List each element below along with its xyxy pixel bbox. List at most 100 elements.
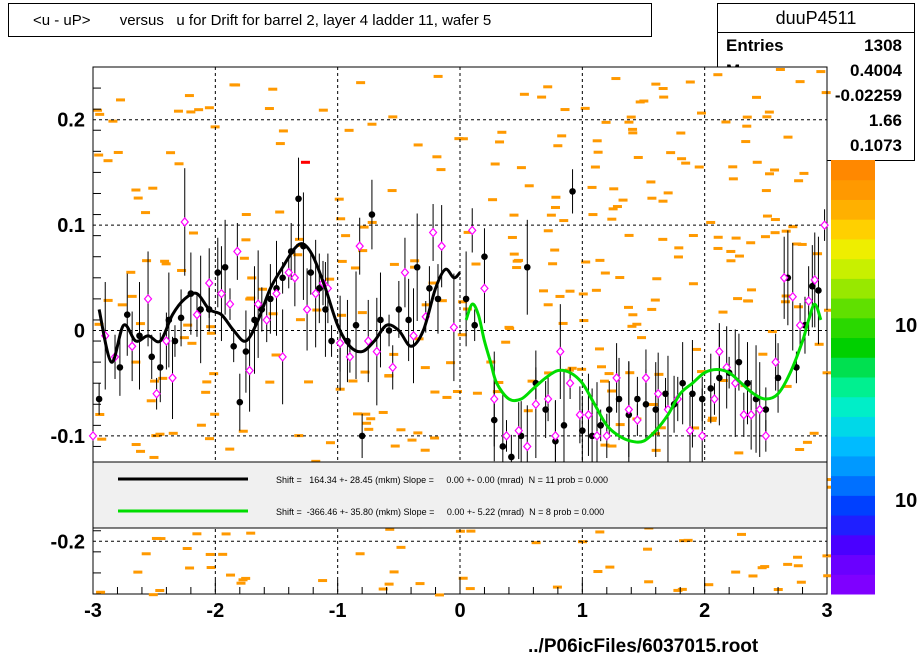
hist-cell bbox=[466, 529, 476, 533]
palette-cell bbox=[831, 455, 875, 477]
hist-cell bbox=[204, 437, 214, 441]
hist-cell bbox=[797, 242, 807, 246]
data-point-filled bbox=[716, 374, 723, 382]
hist-cell bbox=[141, 211, 151, 215]
data-point-filled bbox=[744, 379, 751, 387]
hist-cell bbox=[543, 85, 553, 89]
hist-cell bbox=[650, 298, 660, 302]
hist-cell bbox=[761, 189, 771, 193]
data-point-open bbox=[795, 320, 805, 331]
hist-cell bbox=[795, 448, 805, 452]
hist-cell bbox=[600, 443, 610, 447]
hist-cell bbox=[454, 137, 464, 141]
hist-cell bbox=[495, 140, 505, 144]
hist-cell bbox=[652, 277, 662, 281]
hist-cell bbox=[131, 360, 141, 364]
hist-cell bbox=[676, 131, 686, 135]
palette-cell bbox=[831, 574, 875, 595]
hist-cell bbox=[794, 179, 804, 183]
hist-cell bbox=[247, 276, 257, 280]
hist-cell bbox=[550, 248, 560, 252]
hist-cell bbox=[131, 443, 141, 447]
hist-cell bbox=[275, 142, 285, 146]
hist-cell bbox=[783, 562, 793, 566]
hist-cell bbox=[782, 384, 792, 388]
hist-cell bbox=[396, 428, 406, 432]
hist-cell bbox=[611, 77, 621, 81]
hist-cell bbox=[728, 165, 738, 169]
hist-cell bbox=[718, 379, 728, 383]
palette-cell bbox=[831, 515, 875, 536]
hist-cell bbox=[358, 249, 368, 253]
hist-cell bbox=[531, 541, 541, 545]
data-point-filled bbox=[316, 285, 323, 292]
data-point-filled bbox=[642, 400, 650, 408]
hist-cell bbox=[635, 100, 645, 104]
hist-cell bbox=[742, 115, 752, 119]
hist-cell bbox=[350, 266, 360, 270]
hist-cell bbox=[648, 402, 658, 406]
stats-row: Entries 1308 bbox=[718, 33, 914, 58]
hist-cell bbox=[295, 318, 305, 322]
data-point-filled bbox=[177, 314, 185, 322]
hist-cell bbox=[194, 108, 204, 112]
hist-cell bbox=[158, 376, 168, 380]
hist-cell bbox=[113, 150, 123, 154]
palette-cell bbox=[831, 554, 875, 575]
data-point-open bbox=[575, 409, 585, 420]
data-point-open bbox=[771, 357, 780, 368]
palette-cell bbox=[831, 416, 875, 437]
hist-cell bbox=[625, 371, 635, 375]
hist-cell bbox=[236, 581, 246, 585]
data-point-filled bbox=[615, 395, 623, 403]
hist-cell bbox=[553, 144, 563, 148]
x-tick-label: 3 bbox=[821, 600, 832, 622]
hist-cell bbox=[361, 412, 371, 416]
hist-cell bbox=[355, 552, 365, 556]
data-point-filled bbox=[809, 282, 816, 290]
hist-cell bbox=[659, 95, 669, 99]
hist-cell bbox=[509, 213, 519, 217]
hist-cell bbox=[604, 372, 614, 376]
data-point-open bbox=[355, 241, 364, 252]
hist-cell bbox=[177, 268, 187, 272]
data-point-filled bbox=[499, 443, 507, 450]
hist-cell bbox=[781, 229, 791, 233]
hist-cell bbox=[344, 128, 354, 132]
hist-cell bbox=[387, 189, 397, 193]
data-point-open bbox=[180, 217, 190, 227]
hist-cell bbox=[688, 234, 698, 238]
data-point-open bbox=[489, 394, 499, 404]
data-point-filled bbox=[307, 269, 315, 276]
data-point-open bbox=[514, 425, 524, 436]
palette-cell bbox=[831, 357, 875, 378]
data-point-filled bbox=[214, 269, 222, 276]
hist-cell bbox=[472, 391, 482, 395]
hist-cell bbox=[793, 555, 803, 559]
hist-cell bbox=[814, 342, 824, 346]
hist-cell bbox=[683, 538, 693, 542]
data-point-filled bbox=[358, 432, 366, 440]
hist-cell bbox=[565, 289, 575, 293]
data-point-filled bbox=[385, 327, 393, 334]
hist-cell bbox=[758, 352, 768, 356]
hist-cell bbox=[813, 252, 823, 256]
hist-cell bbox=[366, 417, 376, 421]
palette-cell bbox=[831, 495, 875, 516]
hist-cell bbox=[304, 380, 314, 384]
hist-cell bbox=[780, 300, 790, 304]
hist-cell bbox=[505, 326, 515, 330]
hist-cell bbox=[238, 429, 248, 433]
hist-cell bbox=[607, 444, 617, 448]
data-point-open bbox=[217, 288, 226, 299]
data-point-filled bbox=[236, 398, 244, 406]
data-point-filled bbox=[123, 311, 131, 318]
legend-text: Shift = 164.34 +- 28.45 (mkm) Slope = 0.… bbox=[276, 475, 608, 485]
hist-cell bbox=[704, 583, 714, 587]
data-point-filled bbox=[560, 422, 568, 429]
hist-cell bbox=[396, 545, 406, 549]
data-point-open bbox=[715, 346, 724, 357]
hist-cell bbox=[519, 92, 529, 96]
data-point-open bbox=[284, 267, 294, 278]
hist-cell bbox=[446, 361, 456, 365]
